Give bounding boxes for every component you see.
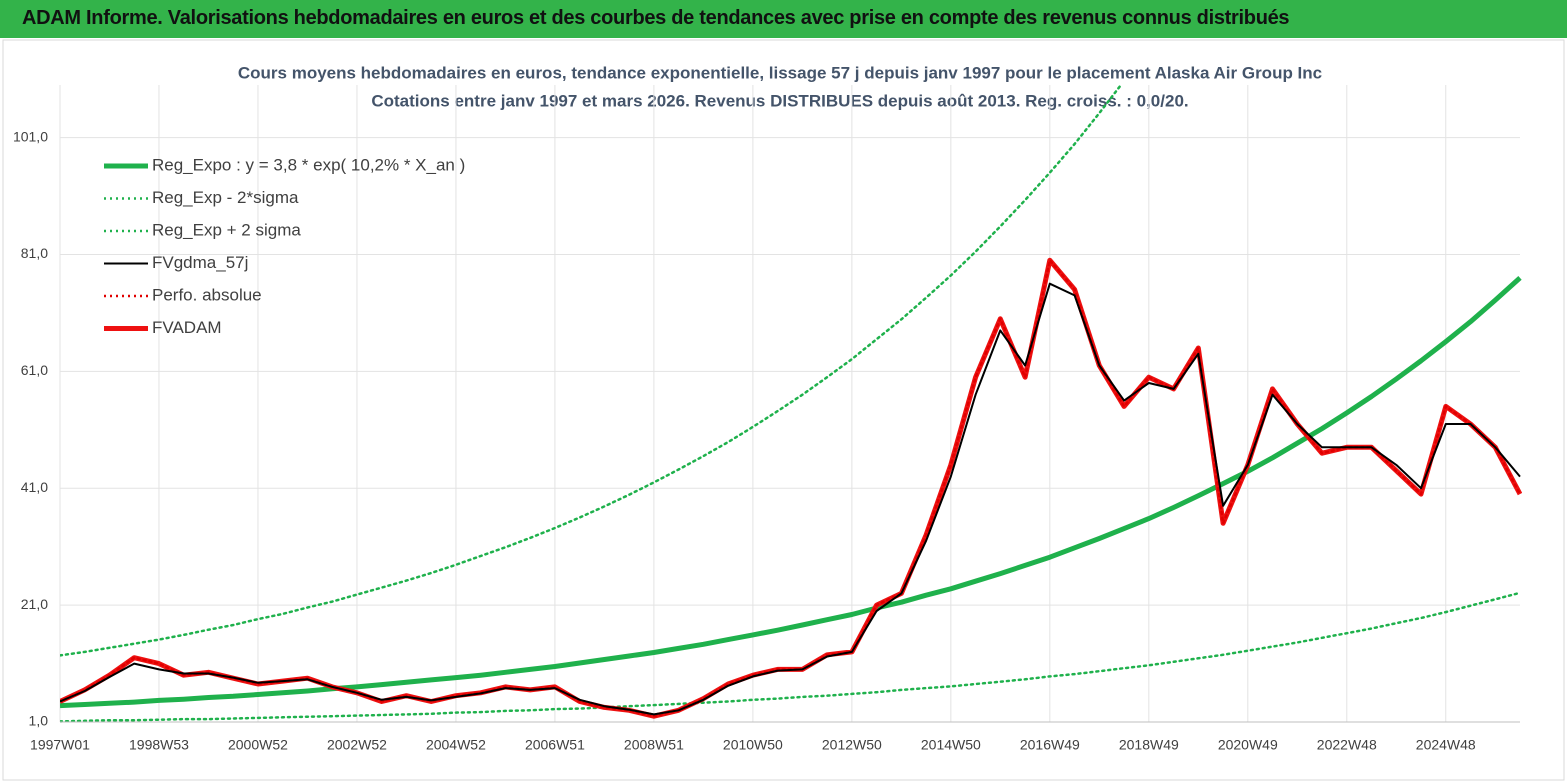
x-tick-label: 2020W49 [1218, 737, 1278, 753]
y-tick-label: 81,0 [21, 245, 48, 261]
y-tick-label: 61,0 [21, 362, 48, 378]
legend-label: FVADAM [152, 318, 222, 337]
x-tick-label: 2014W50 [921, 737, 981, 753]
x-tick-label: 1997W01 [30, 737, 90, 753]
x-tick-label: 2018W49 [1119, 737, 1179, 753]
header-title: ADAM Informe. Valorisations hebdomadaire… [22, 7, 1290, 29]
y-tick-label: 101,0 [13, 128, 48, 144]
x-tick-label: 2006W51 [525, 737, 585, 753]
x-tick-label: 2004W52 [426, 737, 486, 753]
chart: Cours moyens hebdomadaires en euros, ten… [2, 39, 1565, 781]
x-tick-label: 1998W53 [129, 737, 189, 753]
series-line [60, 276, 1522, 709]
legend-label: FVgdma_57j [152, 253, 248, 272]
legend-label: Reg_Exp + 2 sigma [152, 220, 301, 239]
header-bar: ADAM Informe. Valorisations hebdomadaire… [0, 0, 1567, 38]
x-tick-label: 2024W48 [1416, 737, 1476, 753]
chart-frame [2, 39, 1565, 781]
series-line [60, 282, 1521, 716]
x-tick-label: 2022W48 [1317, 737, 1377, 753]
x-tick-label: 2008W51 [624, 737, 684, 753]
legend-label: Reg_Exp - 2*sigma [152, 188, 299, 207]
legend-label: Perfo. absolue [152, 285, 262, 304]
grid [59, 85, 1520, 723]
chart-title: Cours moyens hebdomadaires en euros, ten… [238, 63, 1322, 82]
y-tick-label: 41,0 [21, 479, 48, 495]
series-line [60, 85, 1123, 657]
y-tick-label: 1,0 [29, 713, 49, 729]
series-line [60, 591, 1522, 723]
y-tick-label: 21,0 [21, 596, 48, 612]
legend-label: Reg_Expo : y = 3,8 * exp( 10,2% * X_an ) [152, 155, 465, 174]
chart-subtitle: Cotations entre janv 1997 et mars 2026. … [371, 91, 1188, 110]
axes: 1,0 21,0 41,0 61,0 81,0 101,0 1997W01 1998W53 20… [13, 128, 1520, 753]
x-tick-label: 2000W52 [228, 737, 288, 753]
x-tick-label: 2010W50 [723, 737, 783, 753]
legend: Reg_Expo : y = 3,8 * exp( 10,2% * X_an )… [104, 155, 465, 337]
x-tick-label: 2016W49 [1020, 737, 1080, 753]
x-tick-label: 2012W50 [822, 737, 882, 753]
x-tick-label: 2002W52 [327, 737, 387, 753]
plot [60, 85, 1522, 723]
